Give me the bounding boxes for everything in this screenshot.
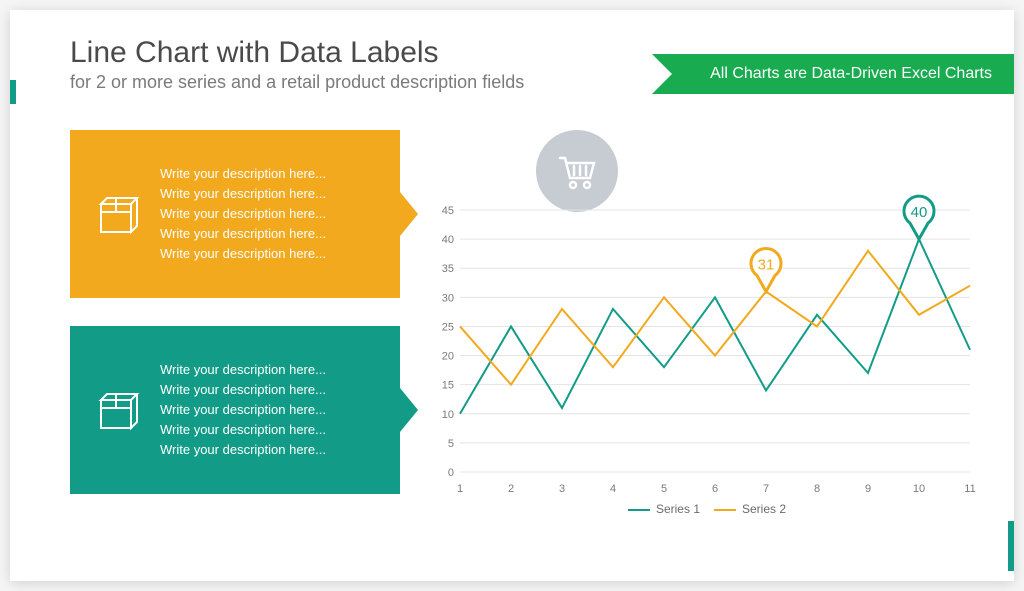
svg-text:20: 20 — [442, 351, 454, 363]
svg-text:40: 40 — [442, 234, 454, 246]
svg-text:4: 4 — [610, 483, 616, 495]
desc-line: Write your description here... — [160, 184, 382, 204]
svg-text:2: 2 — [508, 483, 514, 495]
svg-text:11: 11 — [964, 483, 975, 495]
svg-text:40: 40 — [911, 204, 928, 221]
svg-text:8: 8 — [814, 483, 820, 495]
svg-text:30: 30 — [442, 292, 454, 304]
card-orange-lines: Write your description here... Write you… — [154, 164, 382, 265]
svg-text:5: 5 — [448, 438, 454, 450]
box-icon — [84, 382, 154, 438]
legend-label: Series 1 — [656, 502, 700, 516]
desc-line: Write your description here... — [160, 204, 382, 224]
svg-text:10: 10 — [442, 409, 454, 421]
svg-text:31: 31 — [758, 257, 775, 274]
svg-text:0: 0 — [448, 467, 454, 479]
accent-right — [1008, 521, 1014, 571]
ribbon-banner: All Charts are Data-Driven Excel Charts — [672, 54, 1014, 94]
desc-line: Write your description here... — [160, 380, 382, 400]
card-orange: Write your description here... Write you… — [70, 130, 400, 298]
ribbon-text: All Charts are Data-Driven Excel Charts — [710, 65, 992, 82]
slide: Line Chart with Data Labels for 2 or mor… — [10, 10, 1014, 581]
svg-text:6: 6 — [712, 483, 718, 495]
desc-line: Write your description here... — [160, 360, 382, 380]
box-icon — [84, 186, 154, 242]
svg-text:7: 7 — [763, 483, 769, 495]
desc-line: Write your description here... — [160, 164, 382, 184]
card-arrow — [400, 388, 418, 432]
content-area: Write your description here... Write you… — [70, 130, 990, 561]
card-teal-lines: Write your description here... Write you… — [154, 360, 382, 461]
svg-text:9: 9 — [865, 483, 871, 495]
chart-area: 05101520253035404512345678910113140 Seri… — [420, 130, 990, 561]
svg-text:15: 15 — [442, 380, 454, 392]
line-chart: 05101520253035404512345678910113140 — [420, 190, 980, 510]
chart-legend: Series 1 Series 2 — [420, 502, 980, 516]
desc-line: Write your description here... — [160, 400, 382, 420]
desc-line: Write your description here... — [160, 244, 382, 264]
desc-line: Write your description here... — [160, 224, 382, 244]
legend-label: Series 2 — [742, 502, 786, 516]
svg-text:10: 10 — [913, 483, 925, 495]
desc-line: Write your description here... — [160, 420, 382, 440]
svg-text:1: 1 — [457, 483, 463, 495]
accent-left — [10, 80, 16, 104]
svg-text:25: 25 — [442, 321, 454, 333]
svg-text:3: 3 — [559, 483, 565, 495]
svg-text:45: 45 — [442, 205, 454, 217]
desc-line: Write your description here... — [160, 440, 382, 460]
card-teal: Write your description here... Write you… — [70, 326, 400, 494]
description-cards: Write your description here... Write you… — [70, 130, 400, 561]
svg-text:5: 5 — [661, 483, 667, 495]
card-arrow — [400, 192, 418, 236]
svg-text:35: 35 — [442, 263, 454, 275]
